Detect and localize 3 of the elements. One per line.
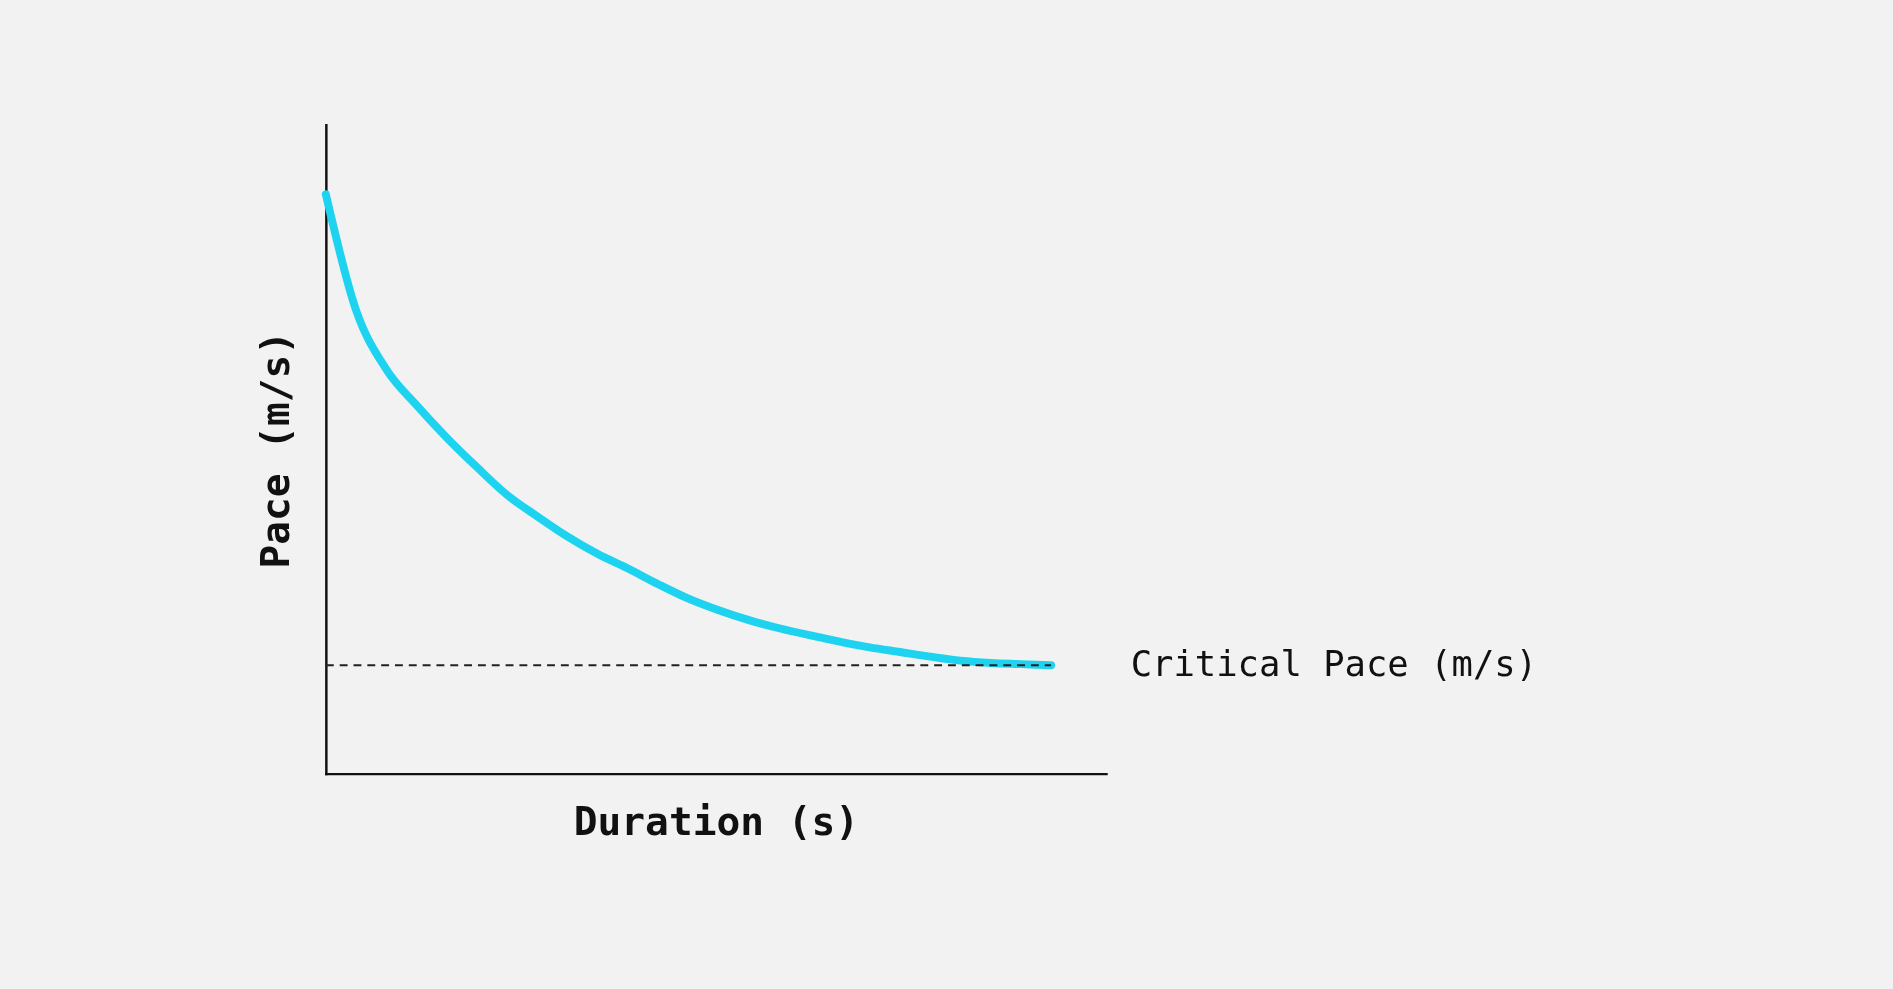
- ref-line-label: Critical Pace (m/s): [1130, 643, 1538, 685]
- y-axis-title: Pace (m/s): [251, 330, 298, 569]
- x-axis-title: Duration (s): [573, 798, 860, 845]
